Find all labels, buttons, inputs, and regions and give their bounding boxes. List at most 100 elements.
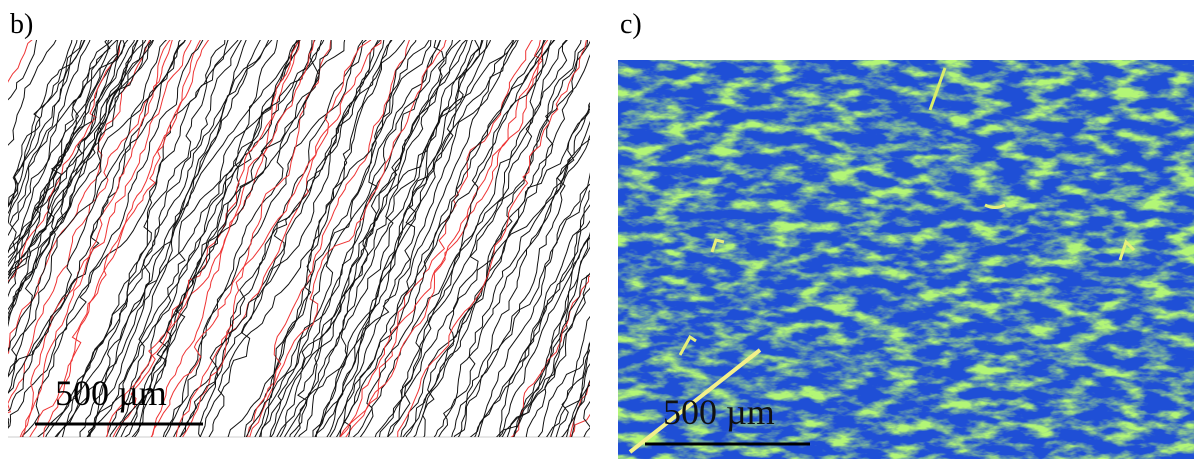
- grain-boundary: [405, 40, 590, 437]
- grain-boundary: [312, 40, 483, 437]
- grain-boundary: [8, 40, 86, 207]
- grain-boundary: [546, 363, 590, 437]
- grain-boundary: [245, 40, 462, 437]
- grain-boundary: [457, 101, 590, 437]
- grain-boundary: [276, 40, 484, 437]
- scale-bar-label: 500 µm: [663, 392, 775, 432]
- feature: [628, 348, 762, 454]
- grain-boundary: [8, 40, 111, 274]
- grain-boundary: [298, 40, 491, 437]
- grain-boundary: [112, 40, 300, 437]
- grain-boundary: [8, 40, 57, 146]
- grain-boundary: [164, 40, 320, 437]
- grain-boundary: [438, 138, 590, 437]
- grain-boundary: [8, 40, 155, 353]
- grain-boundary: [8, 40, 91, 280]
- grain-boundary: [8, 40, 126, 298]
- grain-boundary: [105, 40, 315, 437]
- feature: [678, 334, 697, 356]
- grain-boundary: [8, 40, 186, 394]
- grain-boundary: [79, 40, 300, 437]
- grain-boundary: [173, 40, 364, 437]
- micrograph-c: [618, 60, 1194, 459]
- grain-boundary: [451, 183, 590, 437]
- grain-boundary: [329, 40, 519, 437]
- grain-boundary: [335, 40, 515, 437]
- grain-boundary: [314, 40, 480, 437]
- grain-boundary: [151, 40, 382, 437]
- grain-boundary: [400, 104, 590, 437]
- feature: [928, 67, 947, 111]
- grain-boundary: [550, 348, 590, 437]
- grain-boundary: [8, 40, 186, 429]
- grain-boundary: [8, 40, 135, 266]
- grain-boundary: [8, 40, 110, 252]
- grain-boundary: [284, 40, 468, 437]
- grain-map: [8, 40, 590, 437]
- grain-boundary: [560, 342, 590, 437]
- grain-boundary: [208, 40, 430, 437]
- grain-boundary: [8, 40, 119, 259]
- grain-boundary: [8, 40, 78, 225]
- grain-boundary: [86, 40, 301, 437]
- grain-boundary: [315, 40, 453, 437]
- grain-boundary: [29, 40, 201, 437]
- grain-boundary: [199, 40, 382, 437]
- grain-boundary: [314, 40, 513, 437]
- grain-boundary: [474, 189, 590, 437]
- grain-boundary: [54, 40, 239, 437]
- grain-boundary: [8, 40, 129, 285]
- grain-boundary: [555, 315, 590, 437]
- grain-boundary: [269, 40, 432, 437]
- grain-boundary: [498, 233, 590, 437]
- grain-boundary: [343, 40, 545, 437]
- grain-boundary: [386, 134, 590, 437]
- grain-boundary: [45, 40, 226, 437]
- grain-boundary: [8, 40, 181, 377]
- grain-boundary: [293, 40, 445, 437]
- grain-boundary: [510, 275, 590, 437]
- grain-boundary: [182, 40, 332, 437]
- grain-boundary: [258, 40, 518, 437]
- grain-boundary: [496, 231, 590, 437]
- panel-label: c): [620, 9, 642, 40]
- grain-boundary: [477, 172, 590, 437]
- feature: [710, 238, 725, 253]
- grain-boundary: [397, 40, 587, 437]
- grain-boundary: [175, 40, 372, 437]
- grain-boundary: [433, 108, 590, 437]
- grain-boundary: [150, 40, 301, 437]
- grain-boundary: [8, 40, 152, 280]
- grain-boundary: [8, 40, 122, 282]
- grain-boundary: [525, 272, 590, 437]
- grain-boundary: [131, 40, 325, 437]
- grain-boundary: [87, 40, 323, 437]
- grain-boundary: [21, 40, 192, 437]
- grain-boundary: [178, 40, 385, 437]
- scale-bar-label: 500 µm: [55, 373, 167, 413]
- grain-boundary: [402, 54, 590, 437]
- grain-boundary: [8, 40, 168, 394]
- grain-boundary: [19, 40, 173, 437]
- grain-boundary: [42, 40, 210, 437]
- grain-boundary: [387, 40, 568, 437]
- grain-boundary: [227, 40, 392, 437]
- feature: [1118, 239, 1136, 261]
- grain-boundary: [8, 40, 139, 276]
- grain-boundary: [115, 40, 332, 437]
- grain-boundary: [469, 204, 590, 437]
- grain-boundary: [254, 40, 417, 437]
- grain-boundary: [8, 40, 83, 208]
- grain-boundary: [8, 40, 122, 268]
- grain-boundary: [374, 40, 552, 437]
- grain-boundary: [8, 40, 147, 323]
- grain-boundary: [8, 40, 154, 311]
- strain-texture: [618, 60, 1194, 459]
- grain-boundary: [422, 40, 556, 437]
- grain-boundary: [22, 40, 204, 437]
- grain-boundary: [87, 40, 247, 437]
- grain-boundary: [8, 40, 73, 215]
- grain-boundary: [61, 40, 278, 437]
- grain-boundary: [249, 40, 447, 437]
